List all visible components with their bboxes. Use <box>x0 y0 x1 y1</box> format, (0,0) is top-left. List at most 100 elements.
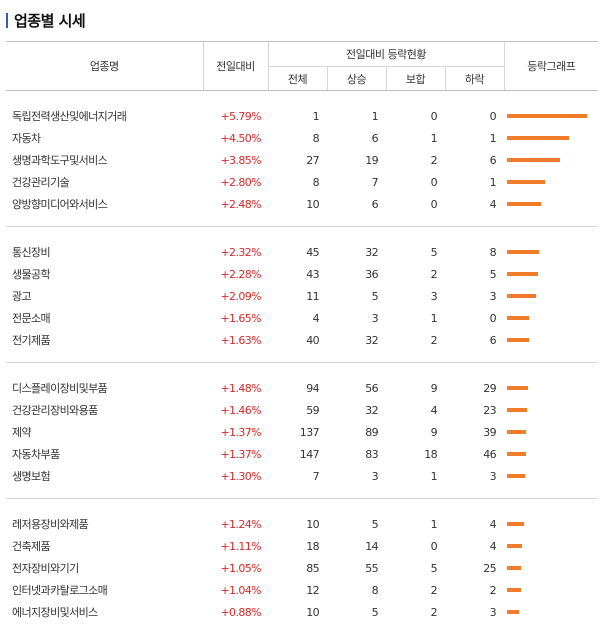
change-rate: +4.50% <box>220 131 261 145</box>
sector-name-link[interactable]: 에너지장비및서비스 <box>12 606 98 619</box>
down-count: 4 <box>489 517 497 531</box>
change-rate: +1.48% <box>220 381 261 395</box>
sector-name-link[interactable]: 레저용장비와제품 <box>12 518 89 531</box>
sector-name-link[interactable]: 광고 <box>12 290 32 303</box>
sector-name-link[interactable]: 제약 <box>12 426 32 439</box>
sector-name-link[interactable]: 전기제품 <box>6 329 203 363</box>
change-rate: +0.88% <box>220 605 261 619</box>
flat-count: 4 <box>430 403 438 417</box>
change-bar <box>507 202 542 206</box>
sector-name-link[interactable]: 생물공학 <box>12 268 51 281</box>
change-bar-cell <box>504 285 598 307</box>
up-count: 1 <box>371 109 379 123</box>
change-bar-cell <box>504 399 598 421</box>
total-count: 147 <box>299 447 320 461</box>
change-bar <box>507 544 523 548</box>
change-bar-cell <box>504 499 598 536</box>
change-bar-cell <box>504 91 598 128</box>
change-rate: +1.37% <box>220 425 261 439</box>
sector-name-link[interactable]: 양방향미디어와서비스 <box>6 193 203 227</box>
table-row: 레저용장비와제품 +1.24% 10 5 1 4 <box>6 499 598 536</box>
change-bar-cell <box>504 535 598 557</box>
sector-name-link[interactable]: 건강관리기술 <box>12 176 70 189</box>
change-rate: +1.04% <box>220 583 261 597</box>
change-bar-cell <box>504 227 598 264</box>
header-graph: 등락그래프 <box>504 41 599 91</box>
sector-name-link[interactable]: 생명과학도구및서비스 <box>12 154 108 167</box>
change-rate: +1.11% <box>220 539 261 553</box>
total-count: 45 <box>306 245 319 259</box>
table-row: 자동차부품 +1.37% 147 83 18 46 <box>6 443 598 465</box>
total-count: 27 <box>306 153 319 167</box>
flat-count: 2 <box>386 329 445 363</box>
total-count: 43 <box>306 267 319 281</box>
change-rate: +2.32% <box>220 245 261 259</box>
change-bar <box>507 408 528 412</box>
sector-name-link[interactable]: 전문소매 <box>12 312 51 325</box>
down-count: 25 <box>483 561 497 575</box>
change-bar <box>507 180 546 184</box>
total-count: 8 <box>312 131 320 145</box>
up-count: 36 <box>365 267 378 281</box>
sector-name-link[interactable]: 자동차 <box>12 132 41 145</box>
sector-name-link[interactable]: 자동차부품 <box>12 448 60 461</box>
table-row: 건강관리장비와용품 +1.46% 59 32 4 23 <box>6 399 598 421</box>
change-bar-cell <box>504 263 598 285</box>
change-bar-cell <box>504 127 598 149</box>
change-bar <box>507 588 522 592</box>
flat-count: 9 <box>430 381 438 395</box>
change-rate: +3.85% <box>220 153 261 167</box>
change-bar <box>507 136 570 140</box>
sector-name-link[interactable]: 인터넷과카탈로그소매 <box>12 584 108 597</box>
down-count: 23 <box>483 403 497 417</box>
flat-count: 2 <box>430 583 438 597</box>
down-count: 8 <box>489 245 497 259</box>
sector-name-link[interactable]: 건강관리장비와용품 <box>12 404 98 417</box>
flat-count: 1 <box>430 311 438 325</box>
change-rate: +1.30% <box>203 465 268 499</box>
flat-count: 0 <box>430 175 438 189</box>
flat-count: 0 <box>430 109 438 123</box>
up-count: 5 <box>371 289 379 303</box>
total-count: 10 <box>306 605 319 619</box>
header-change-status: 전일대비 등락현황 <box>267 41 505 67</box>
flat-count: 0 <box>386 193 445 227</box>
change-bar-cell <box>504 443 598 465</box>
header-up: 상승 <box>326 66 386 91</box>
sector-name-link[interactable]: 생명보험 <box>6 465 203 499</box>
up-count: 56 <box>365 381 378 395</box>
sector-name-link[interactable]: 건축제품 <box>12 540 51 553</box>
flat-count: 1 <box>430 131 438 145</box>
sector-name-link[interactable]: 독립전력생산및에너지거래 <box>12 110 127 123</box>
change-bar-cell <box>504 557 598 579</box>
table-row: 건축제품 +1.11% 18 14 0 4 <box>6 535 598 557</box>
flat-count: 18 <box>424 447 437 461</box>
sector-price-table: 업종명 전일대비 전일대비 등락현황 등락그래프 전체 상승 보합 하락 독립전… <box>6 41 599 634</box>
sector-name-link[interactable]: 통신장비 <box>12 246 51 259</box>
total-count: 85 <box>306 561 319 575</box>
change-rate: +5.79% <box>220 109 261 123</box>
table-row: 통신장비 +2.32% 45 32 5 8 <box>6 227 598 264</box>
change-bar-cell <box>504 307 598 329</box>
table-row: 생명보험 +1.30% 7 3 1 3 <box>6 465 599 499</box>
change-bar <box>507 474 526 478</box>
change-bar-cell <box>504 171 598 193</box>
flat-count: 3 <box>430 289 438 303</box>
table-row: 양방향미디어와서비스 +2.48% 10 6 0 4 <box>6 193 599 227</box>
change-rate: +2.80% <box>220 175 261 189</box>
up-count: 19 <box>365 153 378 167</box>
sector-name-link[interactable]: 전자장비와기기 <box>12 562 79 575</box>
change-rate: +2.48% <box>203 193 268 227</box>
up-count: 5 <box>371 517 379 531</box>
change-rate: +1.24% <box>220 517 261 531</box>
up-count: 3 <box>371 311 379 325</box>
header-flat: 보합 <box>385 66 445 91</box>
change-bar <box>507 272 539 276</box>
change-bar-cell <box>504 465 599 499</box>
down-count: 5 <box>489 267 497 281</box>
change-rate: +2.09% <box>220 289 261 303</box>
sector-name-link[interactable]: 디스플레이장비및부품 <box>12 382 108 395</box>
down-count: 3 <box>489 289 497 303</box>
table-row: 인터넷과카탈로그소매 +1.04% 12 8 2 2 <box>6 579 598 601</box>
section-header: 업종별 시세 <box>6 8 86 32</box>
